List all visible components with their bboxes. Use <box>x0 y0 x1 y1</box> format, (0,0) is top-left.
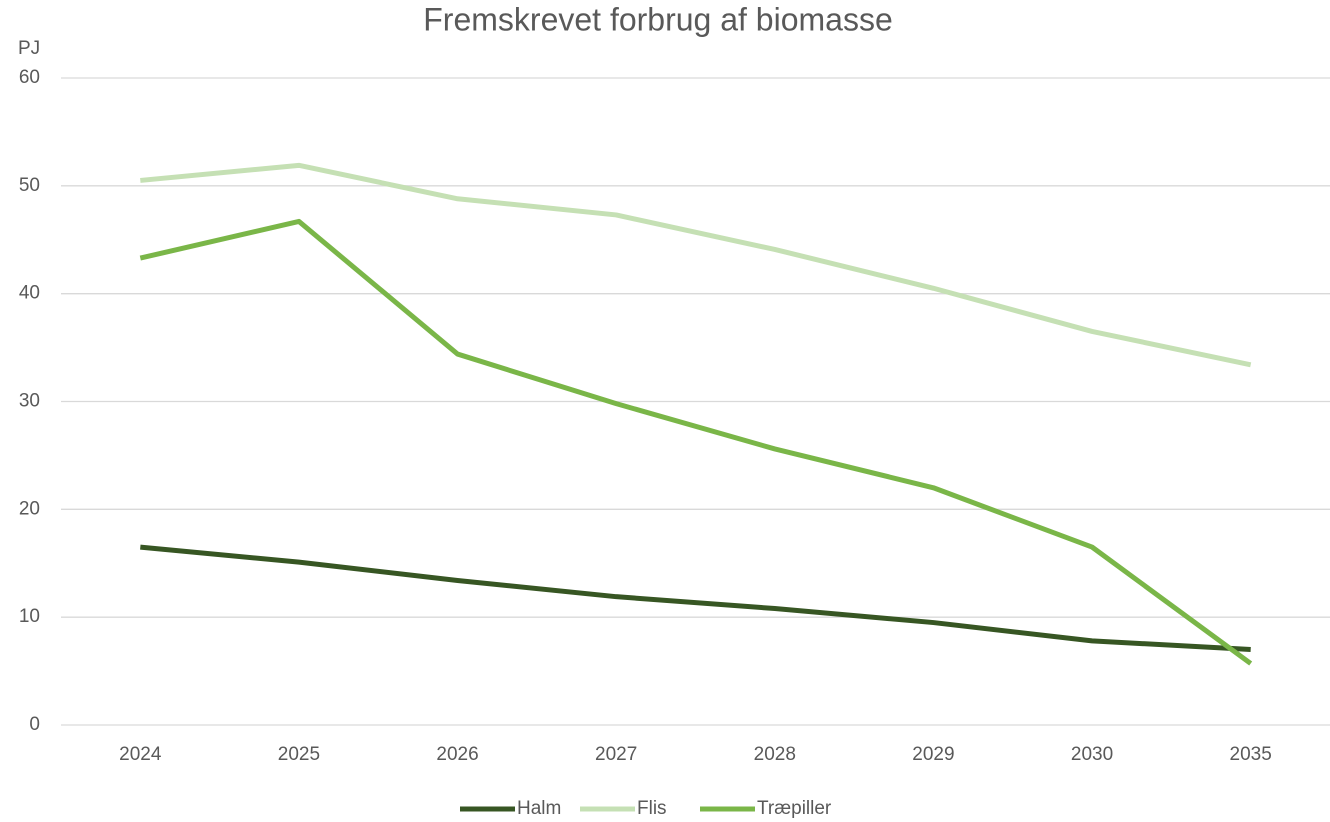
series-line <box>140 162 1252 368</box>
x-tick-label: 2026 <box>436 744 478 765</box>
x-tick-label: 2027 <box>595 744 637 765</box>
legend-label: Flis <box>637 798 667 819</box>
y-tick-label: 30 <box>19 391 40 412</box>
x-tick-label: 2024 <box>119 744 162 765</box>
y-tick-label: 40 <box>19 283 40 304</box>
legend-label: Halm <box>517 798 561 819</box>
y-axis-label: PJ <box>18 38 40 59</box>
y-tick-label: 20 <box>19 498 40 519</box>
series-line <box>139 218 1253 666</box>
y-tick-label: 50 <box>19 175 40 196</box>
chart-title: Fremskrevet forbrug af biomasse <box>423 1 893 37</box>
x-tick-label: 2035 <box>1230 744 1272 765</box>
x-tick-label: 2029 <box>912 744 954 765</box>
series-line <box>140 544 1251 653</box>
y-tick-label: 10 <box>19 606 40 627</box>
legend-label: Træpiller <box>757 798 832 819</box>
y-tick-label: 0 <box>29 714 40 735</box>
y-tick-label: 60 <box>19 67 40 88</box>
x-tick-label: 2025 <box>278 744 320 765</box>
x-tick-label: 2030 <box>1071 744 1113 765</box>
x-tick-label: 2028 <box>754 744 796 765</box>
